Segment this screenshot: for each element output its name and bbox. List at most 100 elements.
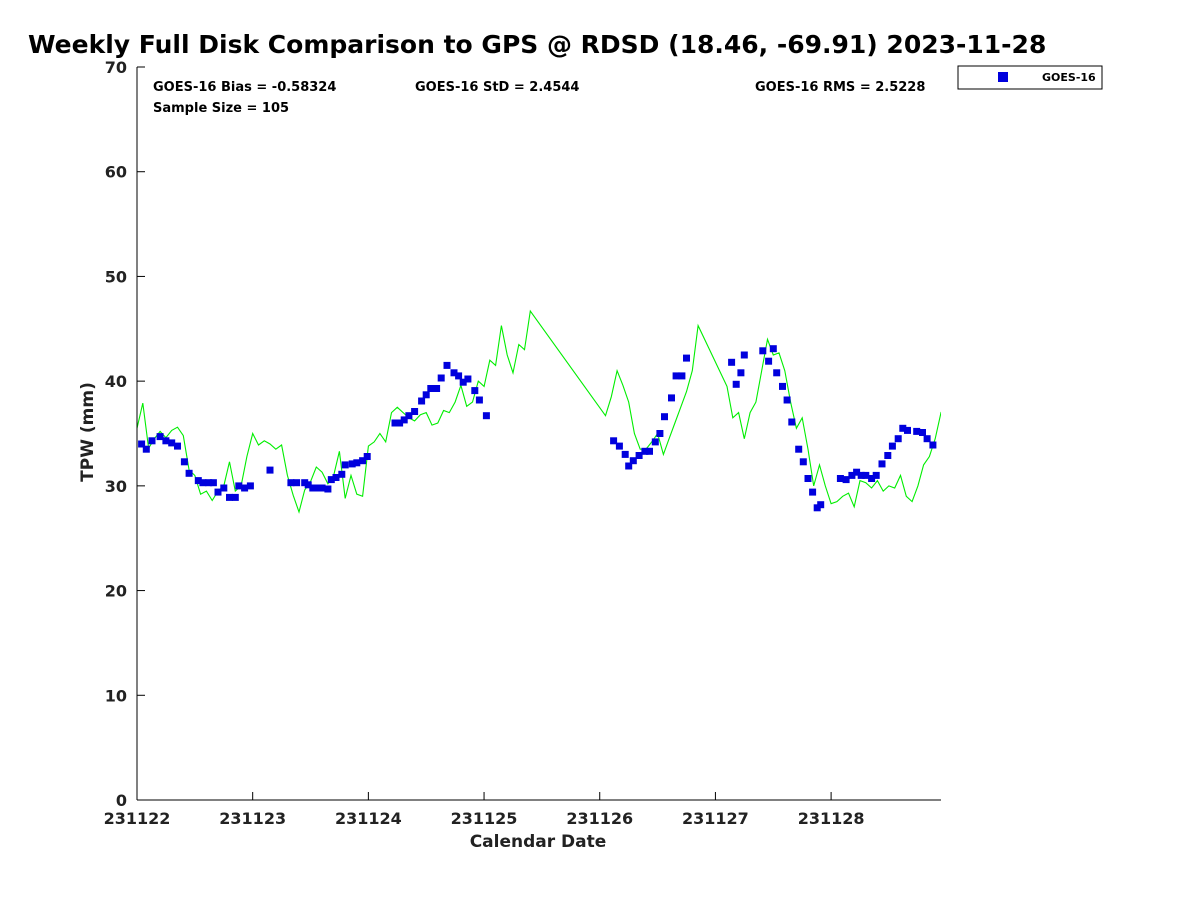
goes16-data-point [759, 347, 767, 355]
goes16-data-point [668, 394, 675, 402]
goes16-data-point [878, 460, 886, 468]
goes16-data-point [209, 479, 217, 487]
goes16-data-point [783, 396, 791, 404]
goes16-data-point [220, 484, 228, 492]
goes16-data-point [246, 482, 254, 490]
goes16-data-point [635, 452, 643, 459]
x-tick-label: 231124 [335, 809, 402, 828]
goes16-data-point [872, 471, 880, 479]
std-stat: GOES-16 StD = 2.4544 [415, 80, 580, 95]
axes-layer: 0 10 20 30 40 50 60 70 231122 231123 231124 231125 2… [104, 58, 941, 828]
goes16-data-point [411, 408, 419, 415]
y-tick-label: 30 [105, 477, 127, 496]
goes16-data-point [899, 424, 907, 432]
chart-title: Weekly Full Disk Comparison to GPS @ RDS… [28, 30, 1047, 59]
goes16-data-point [651, 438, 659, 446]
goes16-data-point [235, 482, 243, 490]
x-tick-label: 231123 [219, 809, 286, 828]
legend: GOES-16 [957, 65, 1103, 90]
goes16-data-point [740, 351, 748, 359]
goes16-data-point [304, 481, 312, 489]
goes16-data-point [185, 469, 193, 477]
goes16-data-point [769, 345, 777, 353]
goes16-data-point [857, 471, 865, 479]
goes16-data-point [199, 479, 207, 487]
goes16-data-point [773, 369, 781, 377]
goes16-data-point [625, 462, 633, 470]
goes16-data-point [475, 396, 483, 404]
goes16-data-point [464, 375, 472, 383]
x-tick-label: 231126 [566, 809, 633, 828]
goes16-data-point [459, 378, 467, 386]
goes16-data-point [396, 419, 404, 427]
goes16-data-point [418, 397, 426, 405]
goes16-data-point [142, 445, 150, 453]
goes16-data-point [226, 493, 233, 501]
goes16-data-point [338, 470, 346, 478]
goes16-data-point [836, 475, 844, 482]
goes16-data-point [615, 442, 623, 450]
goes16-data-point [405, 412, 413, 420]
goes16-data-point [324, 485, 332, 493]
goes16-data-point [923, 435, 931, 443]
goes16-data-point [231, 493, 239, 501]
goes16-data-point [359, 457, 367, 465]
goes16-data-point [309, 484, 317, 492]
goes16-data-point [788, 418, 796, 426]
rms-stat: GOES-16 RMS = 2.5228 [755, 80, 926, 95]
goes16-data-point [205, 479, 213, 487]
goes16-data-point [888, 442, 896, 450]
x-tick-label: 231128 [798, 809, 865, 828]
goes16-data-point [641, 447, 649, 455]
gps-series-line [137, 309, 941, 514]
legend-box [957, 65, 1103, 90]
y-tick-label: 50 [105, 267, 127, 286]
goes16-series-layer [138, 345, 937, 512]
goes16-data-point [327, 476, 335, 484]
goes16-data-point [799, 458, 807, 466]
goes16-data-point [779, 382, 786, 390]
goes16-data-point [156, 433, 164, 441]
goes16-data-point [629, 457, 637, 465]
goes16-data-point [180, 458, 188, 466]
y-tick-label: 20 [105, 582, 127, 601]
goes16-data-point [621, 450, 629, 458]
goes16-data-point [287, 479, 295, 487]
goes16-data-point [293, 479, 301, 487]
y-tick-label: 70 [105, 58, 127, 77]
goes16-data-point [266, 466, 274, 474]
goes16-data-point [929, 441, 937, 449]
x-tick-label: 231127 [682, 809, 749, 828]
goes16-data-point [174, 442, 181, 450]
y-tick-label: 60 [105, 163, 127, 182]
x-axis-label: Calendar Date [470, 832, 607, 852]
goes16-data-point [450, 369, 458, 377]
goes16-data-point [318, 484, 326, 492]
goes16-data-point [148, 437, 156, 445]
goes16-data-point [765, 357, 773, 365]
goes16-data-point [437, 374, 445, 382]
y-tick-label: 40 [105, 372, 127, 391]
goes16-data-point [314, 484, 321, 492]
goes16-data-point [433, 385, 441, 392]
goes16-data-point [194, 477, 202, 485]
goes16-data-point [363, 453, 371, 460]
goes16-data-point [672, 372, 680, 380]
goes16-data-point [728, 358, 736, 366]
goes16-data-point [400, 416, 408, 424]
goes16-data-point [168, 439, 176, 447]
goes16-data-point [732, 380, 740, 388]
goes16-data-point [904, 426, 911, 434]
legend-goes16-label: GOES-16 [1042, 71, 1096, 84]
goes16-data-point [817, 501, 825, 509]
x-tick-label: 231122 [104, 809, 171, 828]
goes16-data-point [443, 361, 451, 369]
goes16-data-point [422, 391, 430, 399]
goes16-data-point [482, 412, 490, 420]
goes16-data-point [427, 385, 435, 392]
y-tick-label: 0 [116, 791, 127, 810]
goes16-data-point [804, 475, 812, 482]
legend-goes16-marker [998, 72, 1008, 82]
sample-size-stat: Sample Size = 105 [153, 101, 290, 116]
y-axis-label: TPW (mm) [78, 382, 98, 482]
